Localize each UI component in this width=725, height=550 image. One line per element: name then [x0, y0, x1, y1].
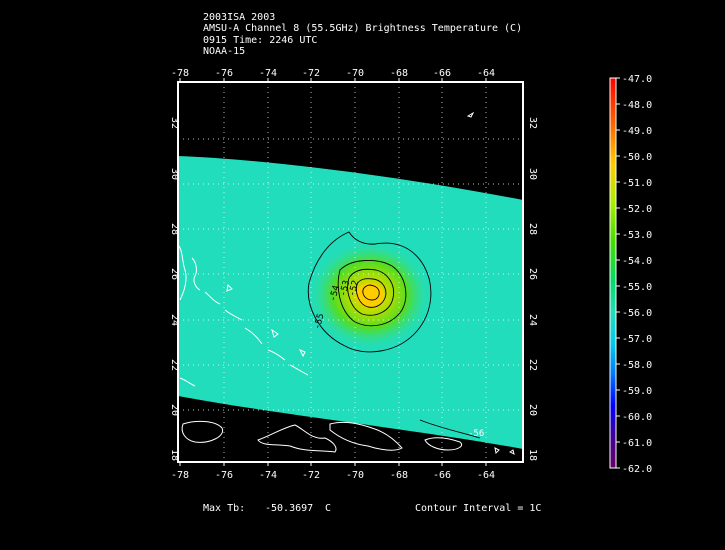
contour-lines: [307, 231, 481, 439]
lon-tick-bottom-66: -66: [433, 470, 451, 481]
lat-tick-right-20: 20: [527, 404, 538, 416]
max-tb-label: Max Tb:: [203, 503, 246, 514]
lon-tick-bottom-70: -70: [346, 470, 364, 481]
header-line-4: NOAA-15: [203, 46, 246, 57]
lat-tick-right-22: 22: [527, 359, 538, 371]
colorbar-tick-label: -51.0: [622, 178, 652, 189]
header-line-2: AMSU-A Channel 8 (55.5GHz) Brightness Te…: [203, 23, 523, 34]
header-line-1: 2003ISA 2003: [203, 12, 276, 23]
lat-labels-left: 18 20 22 24 26 28 30 32: [169, 117, 180, 461]
contour-label-55: -55: [313, 312, 327, 330]
colorbar-ticks: -47.0 -48.0 -49.0 -50.0 -51.0 -52.0 -53.0 -54.0…: [616, 74, 652, 475]
lon-labels-top: -78 -76 -74 -72 -70 -68 -66 -64: [171, 68, 495, 79]
lon-tick-bottom-72: -72: [302, 470, 320, 481]
lon-tick-top-70: -70: [346, 68, 364, 79]
lon-tick-top-66: -66: [433, 68, 451, 79]
contour-label-53: -53: [338, 279, 352, 297]
colorbar-tick-label: -55.0: [622, 282, 652, 293]
colorbar: [609, 77, 617, 469]
lat-tick-left-18: 18: [169, 449, 180, 461]
colorbar-tick-label: -58.0: [622, 360, 652, 371]
colorbar-tick-label: -54.0: [622, 256, 652, 267]
contour-label-56: -56: [468, 429, 484, 439]
colorbar-tick-label: -57.0: [622, 334, 652, 345]
colorbar-tick-label: -56.0: [622, 308, 652, 319]
colorbar-tick-label: -62.0: [622, 464, 652, 475]
contour-label-54: -54: [328, 284, 342, 302]
contour-label-52: -52: [347, 279, 361, 297]
colorbar-tick-label: -50.0: [622, 152, 652, 163]
lat-tick-right-18: 18: [527, 449, 538, 461]
max-tb-unit: C: [325, 503, 332, 514]
lon-tick-bottom-64: -64: [477, 470, 495, 481]
lat-tick-left-20: 20: [169, 404, 180, 416]
contour-labels: -54 -53 -52 -55 -56: [313, 279, 485, 439]
colorbar-tick-label: -49.0: [622, 126, 652, 137]
lat-tick-left-24: 24: [169, 314, 180, 326]
lat-labels-right: 18 20 22 24 26 28 30 32: [527, 117, 538, 461]
lat-tick-left-22: 22: [169, 359, 180, 371]
lat-tick-right-28: 28: [527, 223, 538, 235]
max-tb-value: -50.3697: [265, 503, 314, 514]
map-frame: [177, 81, 524, 463]
lon-tick-bottom-78: -78: [171, 470, 189, 481]
lat-tick-left-30: 30: [169, 168, 180, 180]
lat-tick-right-24: 24: [527, 314, 538, 326]
axis-ticks: [179, 78, 487, 466]
lat-tick-left-26: 26: [169, 268, 180, 280]
lon-tick-bottom-74: -74: [259, 470, 277, 481]
lon-tick-top-68: -68: [390, 68, 408, 79]
contour-interval: Contour Interval = 1C: [415, 503, 542, 514]
lat-tick-left-32: 32: [169, 117, 180, 129]
lat-tick-right-30: 30: [527, 168, 538, 180]
lon-tick-top-74: -74: [259, 68, 277, 79]
lat-tick-left-28: 28: [169, 223, 180, 235]
colorbar-tick-label: -53.0: [622, 230, 652, 241]
colorbar-tick-label: -61.0: [622, 438, 652, 449]
lon-tick-bottom-76: -76: [215, 470, 233, 481]
colorbar-tick-label: -48.0: [622, 100, 652, 111]
lon-tick-top-76: -76: [215, 68, 233, 79]
colorbar-tick-label: -47.0: [622, 74, 652, 85]
lat-tick-right-32: 32: [527, 117, 538, 129]
lon-tick-top-64: -64: [477, 68, 495, 79]
lon-tick-top-78: -78: [171, 68, 189, 79]
lon-labels-bottom: -78 -76 -74 -72 -70 -68 -66 -64: [171, 470, 495, 481]
lon-tick-bottom-68: -68: [390, 470, 408, 481]
colorbar-tick-label: -59.0: [622, 386, 652, 397]
lon-tick-top-72: -72: [302, 68, 320, 79]
colorbar-tick-label: -60.0: [622, 412, 652, 423]
lat-tick-right-26: 26: [527, 268, 538, 280]
colorbar-tick-label: -52.0: [622, 204, 652, 215]
coastlines: [177, 111, 515, 455]
header-line-3: 0915 Time: 2246 UTC: [203, 35, 318, 46]
